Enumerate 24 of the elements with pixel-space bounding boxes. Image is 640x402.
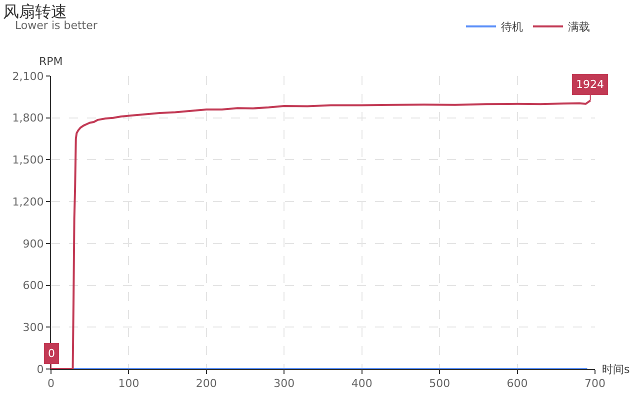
y-axis-title: RPM	[39, 55, 63, 68]
chart-subtitle: Lower is better	[15, 19, 98, 32]
x-tick-label: 300	[274, 377, 295, 390]
legend-label: 待机	[501, 20, 523, 34]
legend-label: 满载	[568, 20, 590, 34]
x-tick-label: 700	[584, 377, 606, 390]
y-tick-label: 2,100	[12, 70, 44, 83]
x-tick-label: 600	[506, 377, 528, 390]
x-tick-label: 200	[196, 377, 217, 390]
x-tick-label: 400	[351, 377, 372, 390]
y-tick-label: 0	[36, 362, 44, 376]
chart-title: 风扇转速	[3, 2, 68, 22]
x-tick-label: 0	[48, 377, 54, 390]
y-tick-label: 900	[22, 237, 44, 250]
x-tick-label: 100	[118, 377, 140, 390]
x-tick-label: 500	[429, 377, 450, 390]
x-axis-title: 时间s	[602, 363, 630, 376]
y-tick-label: 600	[22, 279, 44, 292]
y-tick-label: 300	[22, 320, 44, 334]
annotation: 1924	[576, 78, 604, 91]
y-tick-label: 1,200	[12, 195, 44, 208]
annotation: 0	[48, 347, 55, 360]
y-tick-label: 1,800	[12, 112, 44, 125]
y-tick-label: 1,500	[12, 154, 44, 167]
